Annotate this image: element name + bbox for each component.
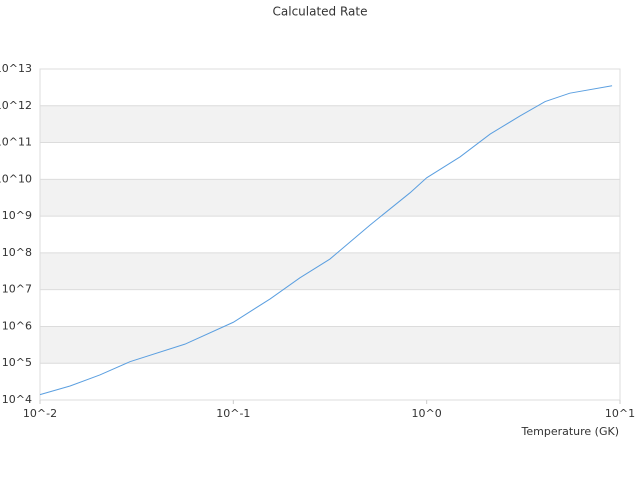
x-tick-label: 10^1 [605,407,635,420]
grid-band [40,326,620,364]
y-tick-label: 10^7 [2,283,32,296]
y-tick-label: 10^6 [2,319,32,332]
chart-title: Calculated Rate [273,5,368,19]
y-tick-label: 10^12 [0,99,32,112]
y-tick-label: 10^11 [0,136,32,149]
y-tick-label: 10^4 [2,393,32,406]
x-tick-label: 10^-1 [216,407,250,420]
y-tick-label: 10^10 [0,172,32,185]
x-tick-label: 10^0 [412,407,442,420]
data-line [39,85,613,396]
y-tick-label: 10^9 [2,209,32,222]
y-tick-label: 10^5 [2,356,32,369]
plot-border [39,68,621,401]
y-tick-label: 10^13 [0,62,32,75]
grid-band [40,179,620,217]
y-tick-label: 10^8 [2,246,32,259]
x-axis-label: Temperature (GK) [521,425,620,438]
x-tick-label: 10^-2 [23,407,57,420]
grid-band [40,105,620,143]
